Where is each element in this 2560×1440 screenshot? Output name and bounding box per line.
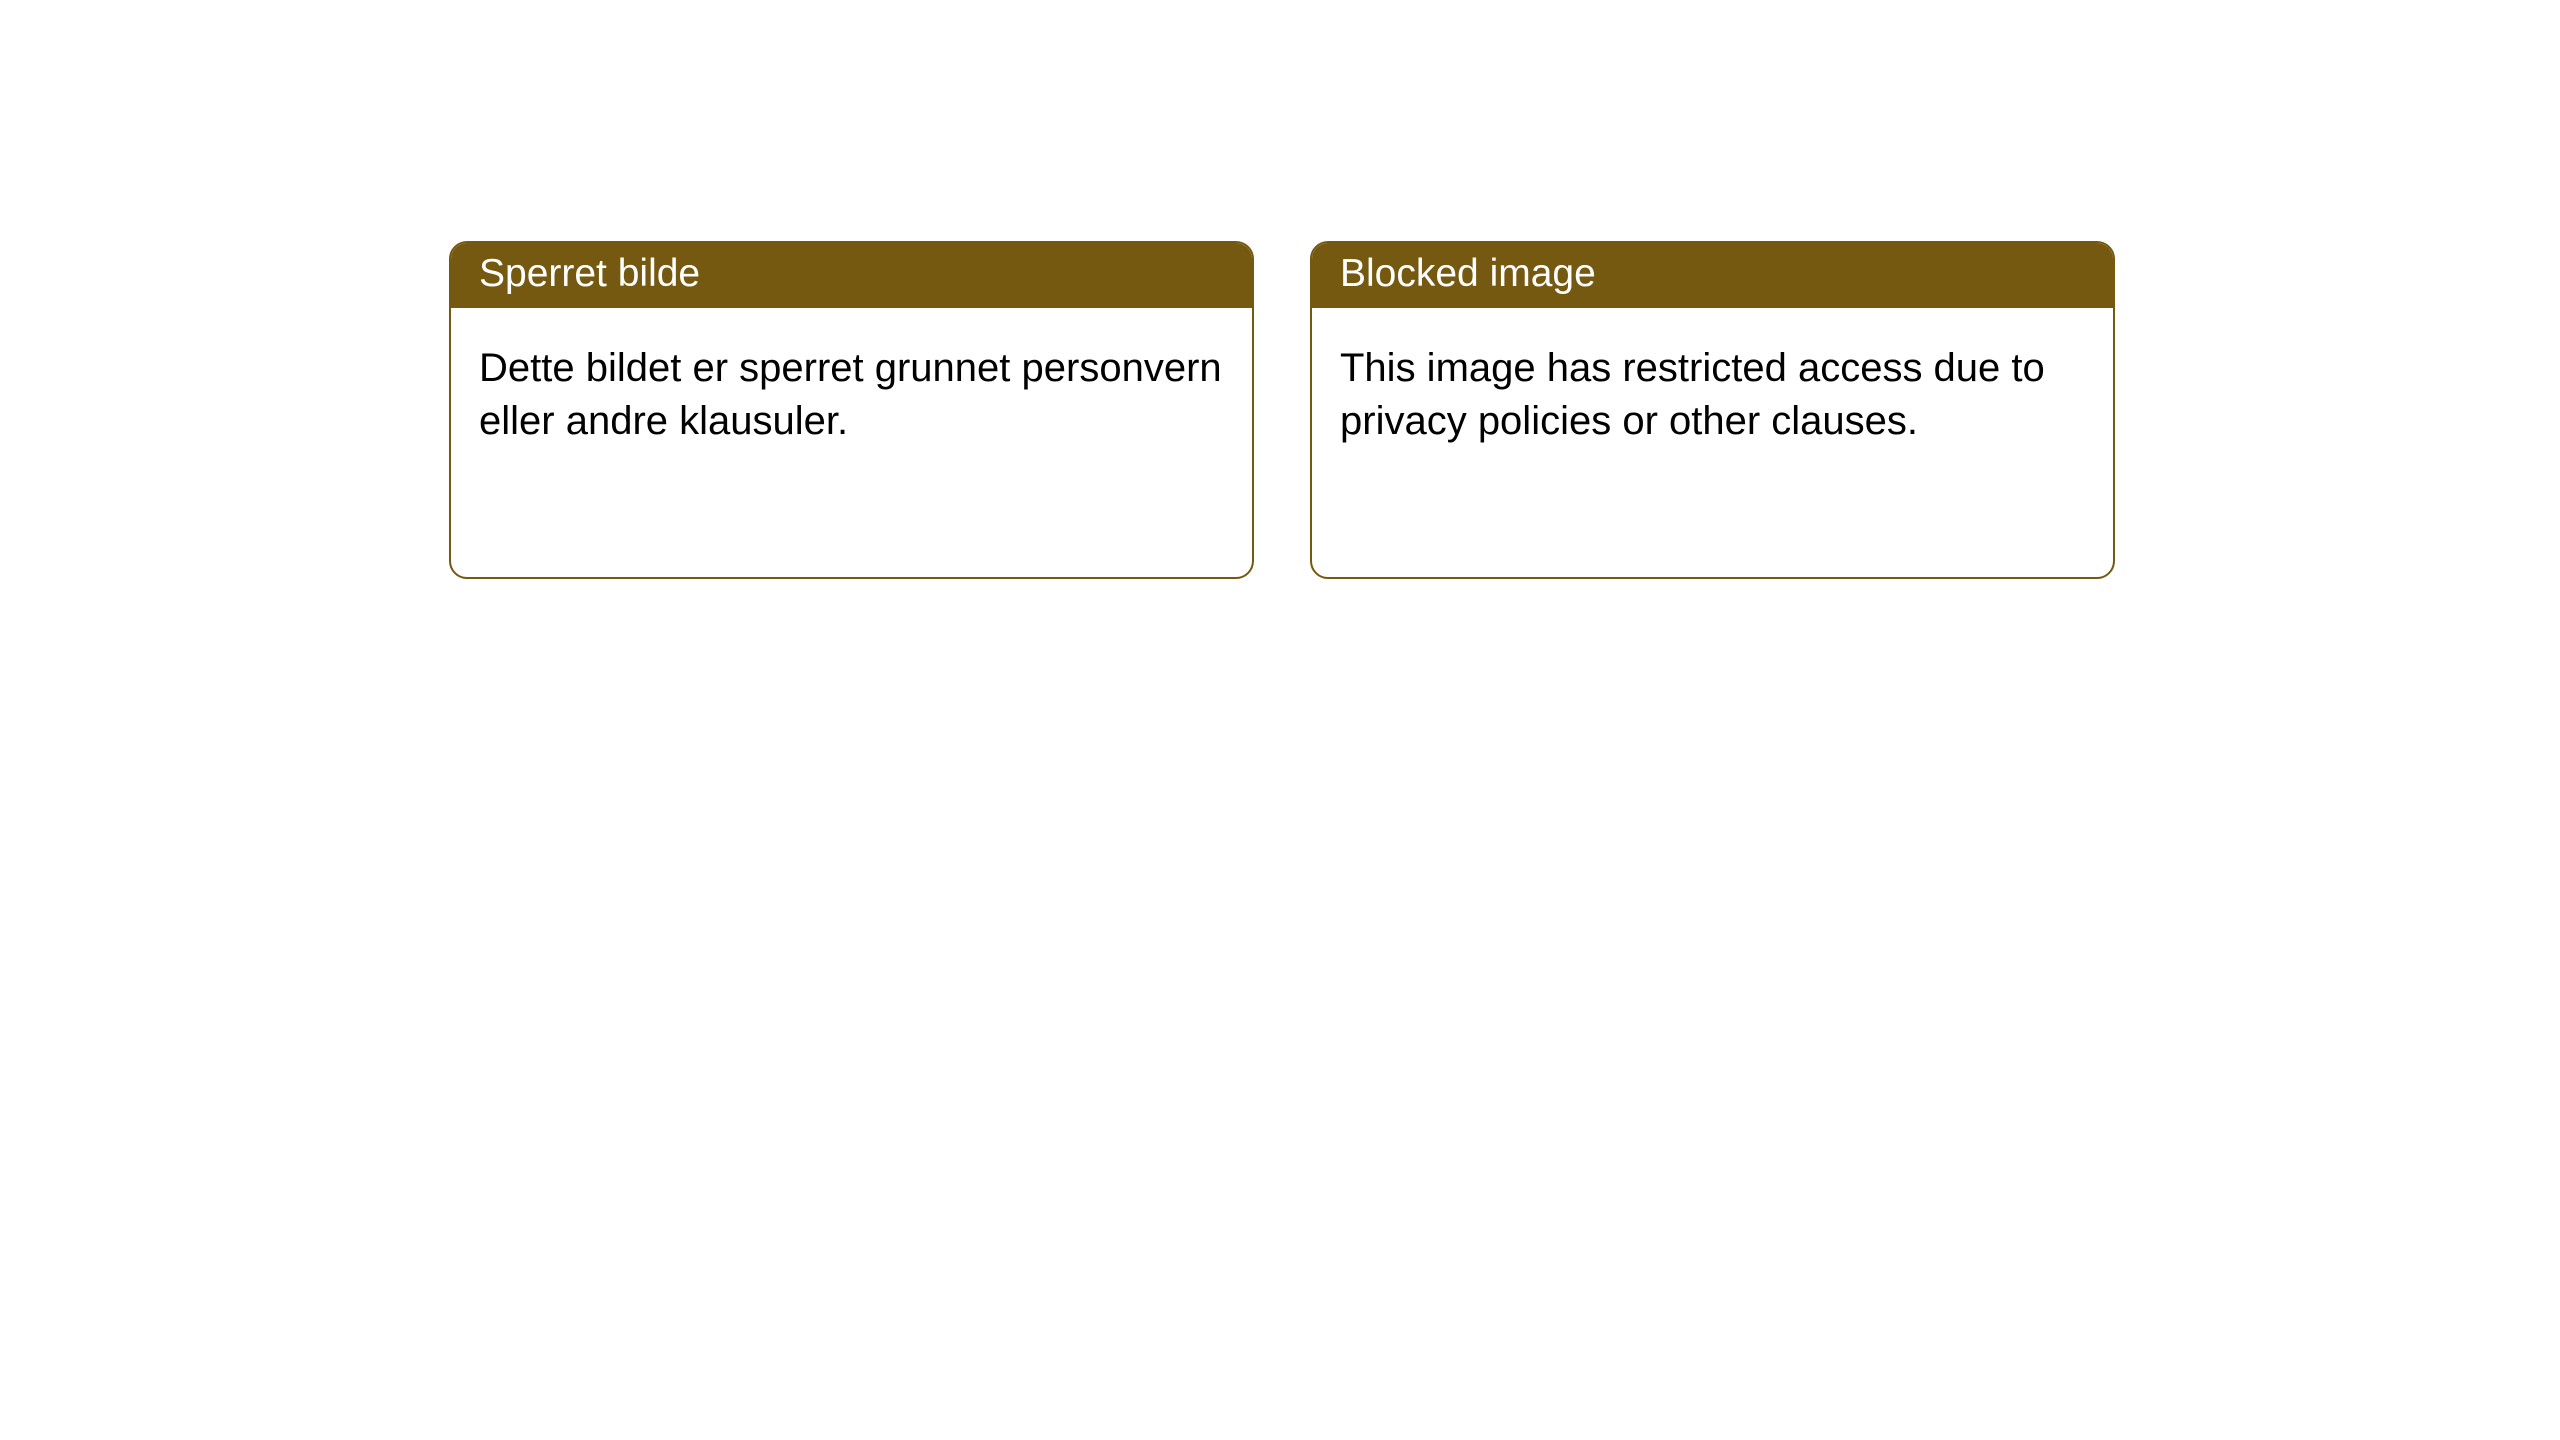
notice-container: Sperret bilde Dette bildet er sperret gr… [0,0,2560,579]
notice-title-en: Blocked image [1312,243,2113,308]
notice-body-no: Dette bildet er sperret grunnet personve… [451,308,1252,482]
notice-card-en: Blocked image This image has restricted … [1310,241,2115,579]
notice-body-en: This image has restricted access due to … [1312,308,2113,482]
notice-title-no: Sperret bilde [451,243,1252,308]
notice-card-no: Sperret bilde Dette bildet er sperret gr… [449,241,1254,579]
